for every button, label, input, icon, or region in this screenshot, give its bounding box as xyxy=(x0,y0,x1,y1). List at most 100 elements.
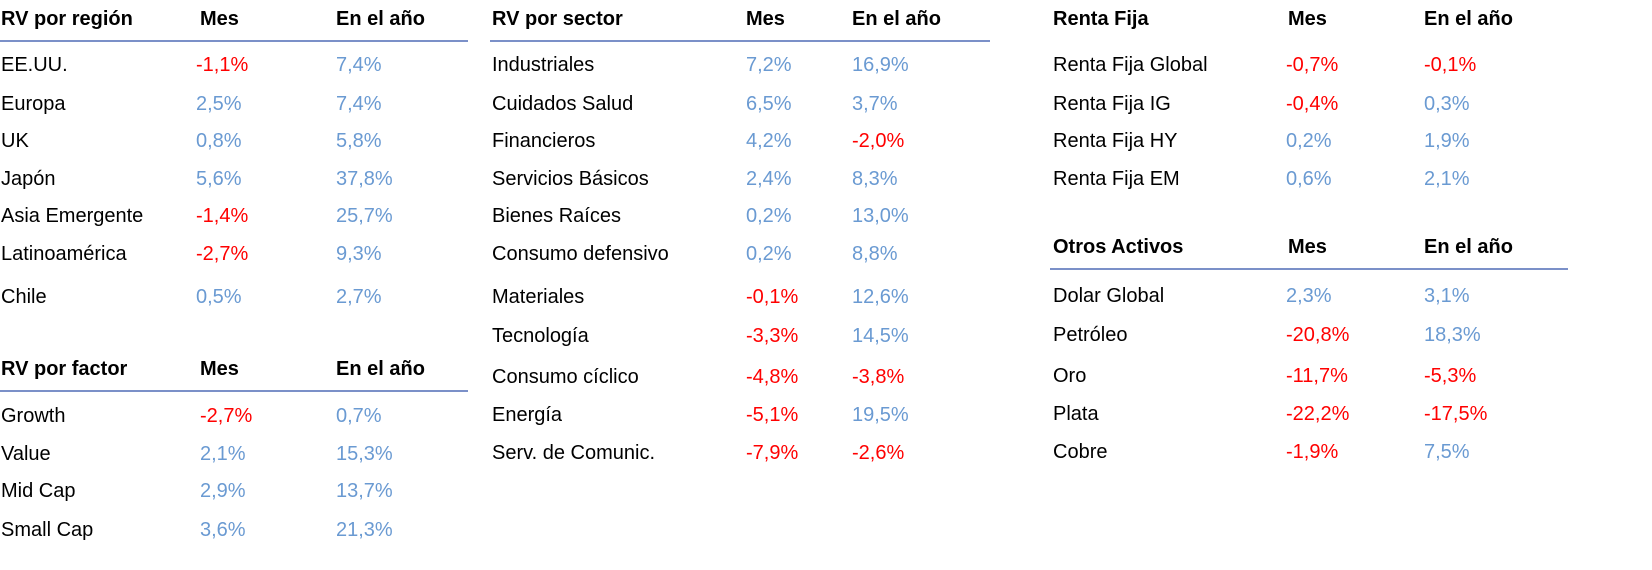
row-label: Small Cap xyxy=(1,519,94,541)
table-fixed-income: Renta Fija Mes En el año Renta Fija Glob… xyxy=(1050,0,1568,200)
year-return: 7,4% xyxy=(336,93,382,115)
table-row: Japón 5,6% 37,8% xyxy=(0,164,468,194)
row-label: Oro xyxy=(1053,365,1087,387)
table-row: Tecnología -3,3% 14,5% xyxy=(490,321,990,351)
month-return: -2,7% xyxy=(200,405,253,427)
table-row: Chile 0,5% 2,7% xyxy=(0,282,468,312)
table-row: Renta Fija HY 0,2% 1,9% xyxy=(1050,126,1568,156)
year-return: -0,1% xyxy=(1424,54,1477,76)
row-label: Plata xyxy=(1053,403,1099,425)
table-row: UK 0,8% 5,8% xyxy=(0,126,468,156)
year-return: 19,5% xyxy=(852,404,909,426)
row-label: Serv. de Comunic. xyxy=(492,442,656,464)
month-return: -2,7% xyxy=(196,243,249,265)
table-row: Oro -11,7% -5,3% xyxy=(1050,361,1568,391)
year-return: 7,4% xyxy=(336,54,382,76)
table-title: Renta Fija xyxy=(1053,8,1149,30)
row-label: Chile xyxy=(1,286,47,308)
year-return: 13,7% xyxy=(336,480,393,502)
year-return: 0,7% xyxy=(336,405,382,427)
month-return: 5,6% xyxy=(196,168,242,190)
row-label: Renta Fija HY xyxy=(1053,130,1178,152)
row-label: Mid Cap xyxy=(1,480,76,502)
row-label: Bienes Raíces xyxy=(492,205,621,227)
month-return: -5,1% xyxy=(746,404,799,426)
month-return: -1,1% xyxy=(196,54,249,76)
table-row: Cuidados Salud 6,5% 3,7% xyxy=(490,89,990,119)
column-header-month: Mes xyxy=(746,8,785,30)
month-return: 7,2% xyxy=(746,54,792,76)
table-title: RV por factor xyxy=(1,358,128,380)
month-return: 0,5% xyxy=(196,286,242,308)
year-return: 8,8% xyxy=(852,243,898,265)
year-return: -3,8% xyxy=(852,366,905,388)
year-return: 18,3% xyxy=(1424,324,1481,346)
table-row: Mid Cap 2,9% 13,7% xyxy=(0,476,468,506)
table-row: Serv. de Comunic. -7,9% -2,6% xyxy=(490,438,990,468)
year-return: 2,1% xyxy=(1424,168,1470,190)
year-return: 21,3% xyxy=(336,519,393,541)
table-row: Financieros 4,2% -2,0% xyxy=(490,126,990,156)
table-row: Consumo defensivo 0,2% 8,8% xyxy=(490,239,990,269)
row-label: Servicios Básicos xyxy=(492,168,649,190)
table-row: Petróleo -20,8% 18,3% xyxy=(1050,320,1568,350)
month-return: 0,6% xyxy=(1286,168,1332,190)
month-return: 0,2% xyxy=(746,205,792,227)
column-header-month: Mes xyxy=(200,358,239,380)
row-label: Growth xyxy=(1,405,66,427)
table-row: Growth -2,7% 0,7% xyxy=(0,401,468,431)
row-label: Financieros xyxy=(492,130,596,152)
year-return: 12,6% xyxy=(852,286,909,308)
table-header: Renta Fija Mes En el año xyxy=(1050,0,1568,40)
table-row: Asia Emergente -1,4% 25,7% xyxy=(0,201,468,231)
column-header-month: Mes xyxy=(1288,8,1327,30)
column-header-year: En el año xyxy=(1424,236,1513,258)
month-return: 2,3% xyxy=(1286,285,1332,307)
month-return: 2,5% xyxy=(196,93,242,115)
year-return: 3,7% xyxy=(852,93,898,115)
table-other-assets: Otros Activos Mes En el año Dolar Global… xyxy=(1050,228,1568,478)
row-label: Energía xyxy=(492,404,563,426)
row-label: Renta Fija EM xyxy=(1053,168,1180,190)
year-return: -2,6% xyxy=(852,442,905,464)
month-return: 3,6% xyxy=(200,519,246,541)
row-label: EE.UU. xyxy=(1,54,68,76)
month-return: 6,5% xyxy=(746,93,792,115)
table-row: Latinoamérica -2,7% 9,3% xyxy=(0,239,468,269)
table-row: Plata -22,2% -17,5% xyxy=(1050,399,1568,429)
year-return: 13,0% xyxy=(852,205,909,227)
year-return: 25,7% xyxy=(336,205,393,227)
year-return: 2,7% xyxy=(336,286,382,308)
month-return: 2,4% xyxy=(746,168,792,190)
row-label: Renta Fija Global xyxy=(1053,54,1208,76)
table-row: Consumo cíclico -4,8% -3,8% xyxy=(490,362,990,392)
month-return: -1,4% xyxy=(196,205,249,227)
month-return: -3,3% xyxy=(746,325,799,347)
month-return: -1,9% xyxy=(1286,441,1339,463)
year-return: 5,8% xyxy=(336,130,382,152)
row-label: Latinoamérica xyxy=(1,243,127,265)
column-header-year: En el año xyxy=(336,358,425,380)
month-return: 2,1% xyxy=(200,443,246,465)
row-label: Materiales xyxy=(492,286,585,308)
month-return: 0,2% xyxy=(746,243,792,265)
column-header-year: En el año xyxy=(852,8,941,30)
table-row: Dolar Global 2,3% 3,1% xyxy=(1050,281,1568,311)
year-return: 0,3% xyxy=(1424,93,1470,115)
column-header-year: En el año xyxy=(336,8,425,30)
row-label: Value xyxy=(1,443,51,465)
table-row: Value 2,1% 15,3% xyxy=(0,439,468,469)
table-row: Europa 2,5% 7,4% xyxy=(0,89,468,119)
row-label: Petróleo xyxy=(1053,324,1128,346)
row-label: UK xyxy=(1,130,29,152)
month-return: -11,7% xyxy=(1286,365,1348,387)
row-label: Asia Emergente xyxy=(1,205,144,227)
table-row: Energía -5,1% 19,5% xyxy=(490,400,990,430)
year-return: 37,8% xyxy=(336,168,393,190)
year-return: 3,1% xyxy=(1424,285,1470,307)
column-header-year: En el año xyxy=(1424,8,1513,30)
month-return: -20,8% xyxy=(1286,324,1350,346)
table-row: Renta Fija IG -0,4% 0,3% xyxy=(1050,89,1568,119)
year-return: 1,9% xyxy=(1424,130,1470,152)
